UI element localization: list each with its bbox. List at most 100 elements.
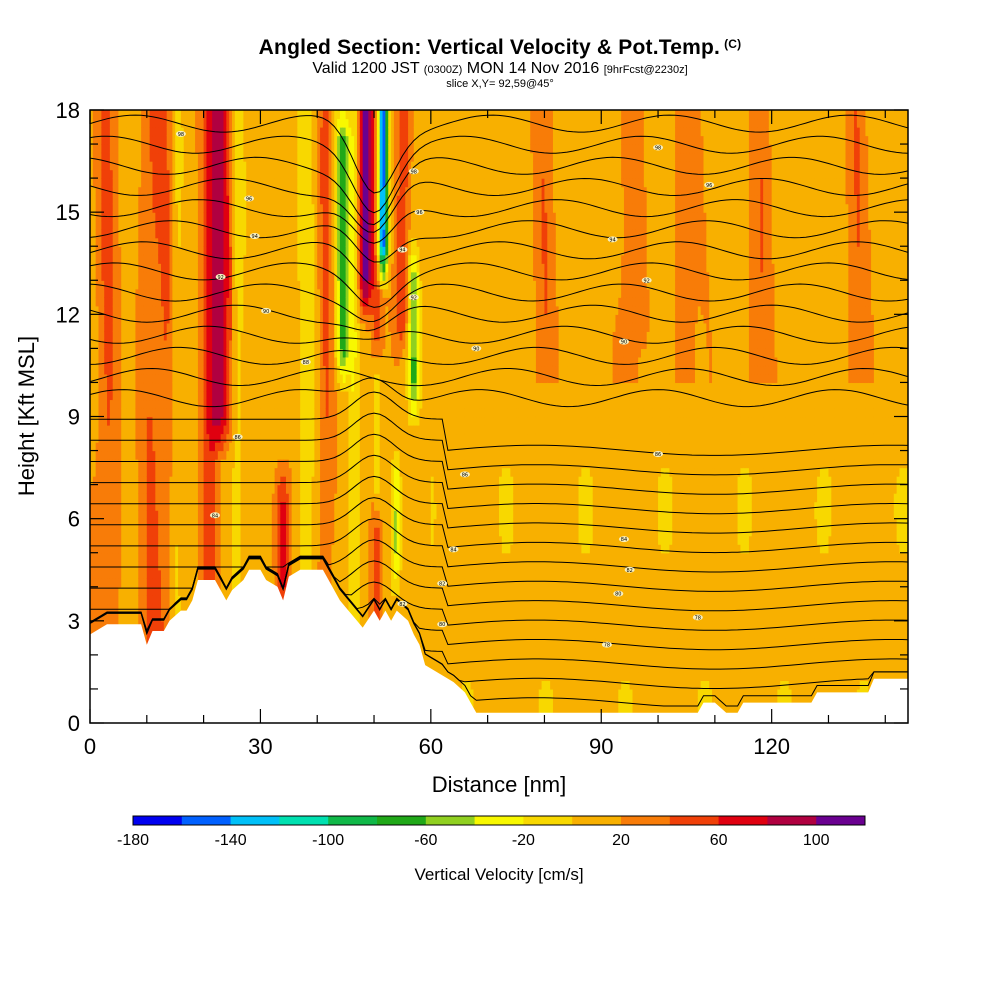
velocity-cell [118, 280, 122, 290]
velocity-cell [90, 331, 94, 341]
velocity-cell [115, 459, 119, 469]
velocity-cell [104, 603, 108, 613]
velocity-cell [98, 246, 102, 256]
velocity-cell [95, 459, 100, 469]
velocity-cell [101, 510, 105, 520]
velocity-cell [124, 314, 128, 324]
velocity-cell [121, 416, 125, 426]
velocity-cell [112, 280, 117, 290]
velocity-cell [126, 595, 131, 605]
velocity-cell [121, 127, 125, 137]
velocity-cell [118, 169, 122, 179]
velocity-cell [92, 382, 97, 392]
velocity-cell [126, 535, 131, 545]
velocity-cell [95, 263, 100, 273]
velocity-cell [129, 305, 134, 315]
velocity-cell [95, 382, 100, 392]
velocity-cell [104, 220, 108, 230]
velocity-cell [90, 569, 94, 579]
velocity-cell [112, 152, 117, 162]
velocity-cell [101, 416, 105, 426]
velocity-cell [107, 425, 111, 435]
velocity-cell [109, 518, 114, 528]
velocity-cell [112, 135, 117, 145]
velocity-cell [124, 203, 128, 213]
velocity-cell [90, 527, 94, 537]
velocity-cell [118, 348, 122, 358]
velocity-cell [132, 603, 137, 613]
velocity-cell [112, 527, 117, 537]
velocity-cell [92, 373, 97, 384]
velocity-cell [129, 476, 134, 486]
velocity-cell [107, 399, 111, 409]
velocity-cell [95, 288, 100, 298]
velocity-cell [129, 416, 134, 426]
velocity-cell [95, 373, 100, 384]
velocity-cell [109, 195, 114, 205]
velocity-cell [115, 314, 119, 324]
velocity-cell [124, 152, 128, 162]
velocity-cell [109, 127, 114, 137]
velocity-cell [101, 237, 105, 247]
velocity-cell [109, 467, 114, 477]
velocity-cell [107, 263, 111, 273]
velocity-cell [118, 544, 122, 554]
velocity-cell [95, 356, 100, 367]
velocity-cell [92, 425, 97, 435]
velocity-cell [129, 459, 134, 469]
velocity-cell [95, 612, 100, 622]
velocity-cell [124, 254, 128, 264]
velocity-cell [115, 127, 119, 137]
velocity-cell [115, 322, 119, 332]
velocity-cell [104, 118, 108, 128]
velocity-cell [129, 552, 134, 562]
velocity-cell [98, 501, 102, 511]
velocity-cell [124, 450, 128, 460]
velocity-cell [126, 586, 131, 596]
velocity-cell [124, 442, 128, 452]
velocity-cell [118, 220, 122, 230]
velocity-cell [107, 339, 111, 349]
velocity-cell [95, 407, 100, 418]
velocity-cell [92, 612, 97, 622]
velocity-cell [109, 280, 114, 290]
velocity-cell [107, 535, 111, 545]
velocity-cell [92, 254, 97, 264]
velocity-cell [118, 161, 122, 171]
velocity-cell [101, 373, 105, 384]
velocity-cell [121, 169, 125, 179]
velocity-cell [112, 373, 117, 384]
velocity-cell [112, 425, 117, 435]
velocity-cell [118, 382, 122, 392]
velocity-cell [101, 425, 105, 435]
velocity-cell [129, 356, 134, 367]
velocity-cell [112, 459, 117, 469]
velocity-cell [121, 527, 125, 537]
velocity-cell [104, 476, 108, 486]
velocity-cell [115, 569, 119, 579]
velocity-cell [115, 510, 119, 520]
velocity-cell [95, 586, 100, 596]
velocity-cell [107, 322, 111, 332]
velocity-cell [107, 552, 111, 562]
velocity-cell [112, 263, 117, 273]
velocity-cell [90, 493, 94, 503]
velocity-cell [98, 322, 102, 332]
velocity-cell [112, 595, 117, 605]
velocity-cell [101, 254, 105, 264]
velocity-cell [92, 552, 97, 562]
velocity-cell [115, 399, 119, 409]
velocity-cell [112, 476, 117, 486]
velocity-cell [118, 254, 122, 264]
velocity-cell [124, 569, 128, 579]
velocity-cell [129, 110, 134, 120]
velocity-cell [95, 518, 100, 528]
velocity-cell [121, 476, 125, 486]
velocity-cell [98, 484, 102, 494]
velocity-cell [126, 518, 131, 528]
velocity-cell [124, 237, 128, 247]
velocity-cell [92, 322, 97, 332]
velocity-cell [101, 348, 105, 358]
velocity-cell [107, 118, 111, 128]
velocity-cell [90, 459, 94, 469]
